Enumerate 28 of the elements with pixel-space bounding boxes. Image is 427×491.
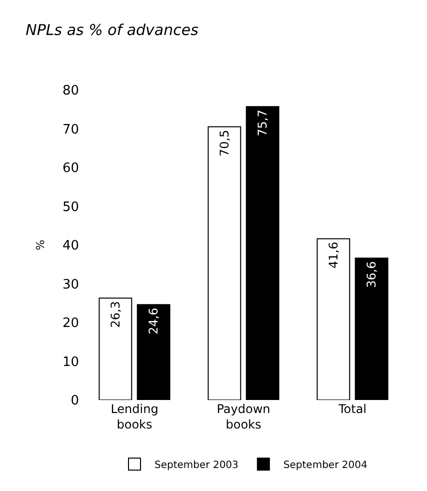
y-axis-title: % [34, 240, 48, 250]
bar [98, 298, 132, 400]
y-tick-label: 20 [62, 316, 79, 332]
y-tick-label: 80 [62, 84, 79, 99]
bar [354, 258, 388, 400]
bar [246, 106, 280, 400]
y-tick-label: 10 [62, 354, 79, 370]
data-label: 36,6 [364, 261, 379, 288]
bar [208, 126, 242, 400]
y-tick-label: 60 [62, 161, 79, 176]
y-tick-label: 30 [62, 277, 79, 292]
x-tick-label: Paydown books [216, 402, 270, 432]
y-tick-label: 70 [62, 122, 79, 138]
legend-label: September 2003 [154, 460, 238, 471]
y-tick-label: 0 [70, 394, 79, 409]
chart-title: NPLs as % of advances [26, 21, 199, 40]
data-label: 70,5 [217, 130, 232, 157]
data-label: 75,7 [256, 110, 270, 136]
data-label: 26,3 [108, 301, 122, 328]
legend-label: September 2004 [283, 460, 368, 471]
y-tick-label: 40 [62, 238, 79, 254]
bar [316, 238, 350, 400]
x-tick-label: Lending books [110, 402, 158, 432]
y-tick-label: 50 [62, 200, 79, 215]
data-label: 41,6 [326, 242, 340, 269]
data-label: 24,6 [146, 308, 161, 334]
x-tick-label: Total [337, 402, 367, 416]
bar [136, 304, 170, 400]
